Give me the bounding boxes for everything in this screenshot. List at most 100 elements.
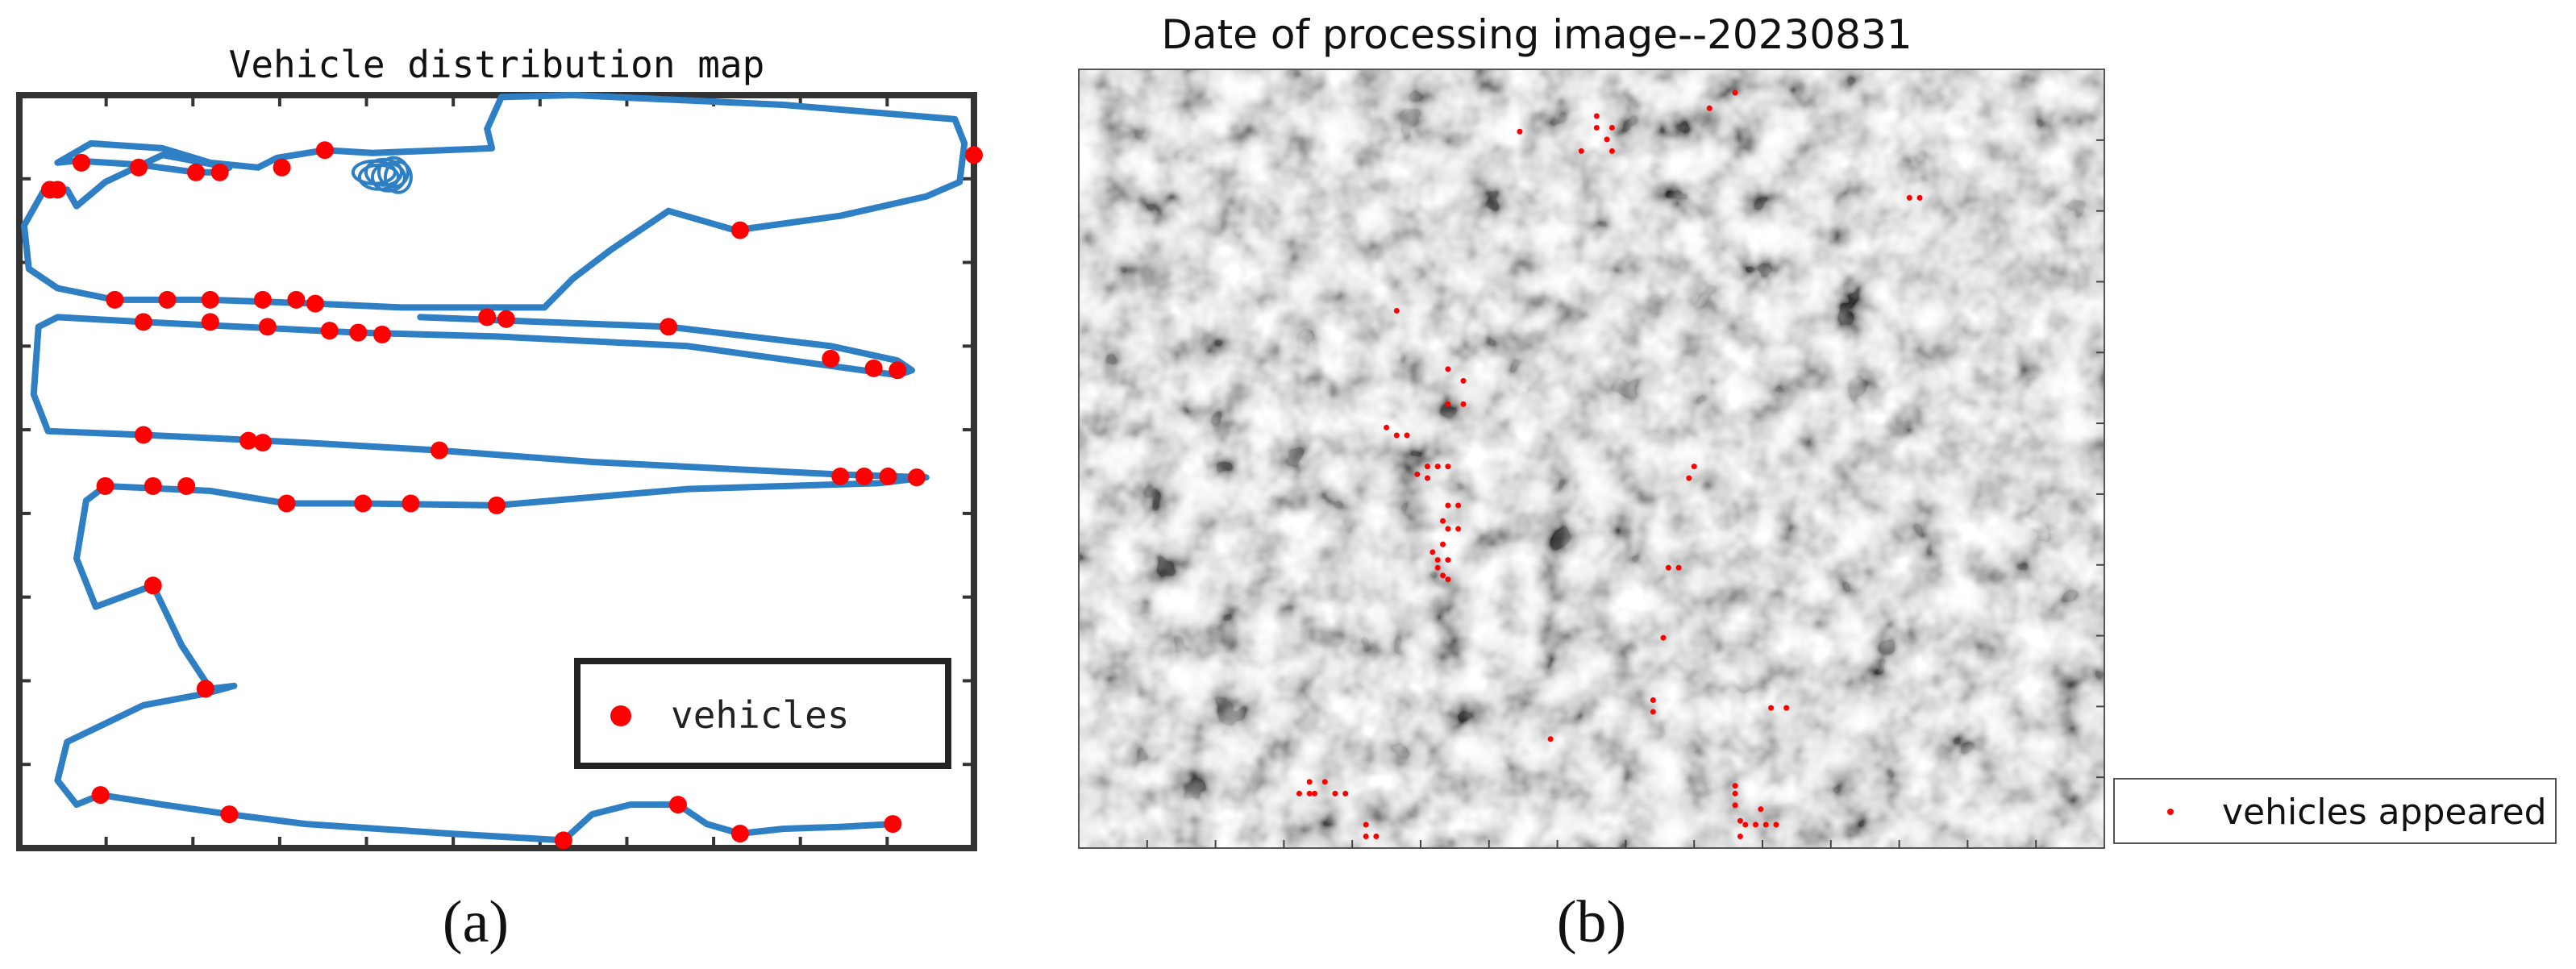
chart-a-vehicle-point	[144, 476, 162, 495]
chart-b-vehicle-point	[1424, 475, 1430, 481]
chart-b-vehicle-point	[1517, 128, 1523, 135]
chart-a-vehicle-point	[201, 313, 219, 331]
chart-b-vehicle-point	[1758, 806, 1764, 813]
chart-b-vehicle-point	[1363, 821, 1369, 828]
chart-a-vehicle-point	[210, 163, 229, 181]
chart-b-vehicle-point	[1404, 432, 1410, 439]
chart-b-vehicle-point	[1440, 541, 1446, 547]
chart-b-plot-frame	[1078, 69, 2105, 849]
chart-b-vehicle-point	[1393, 432, 1400, 439]
chart-a-vehicle-point	[888, 361, 907, 380]
chart-a-trajectory-line	[20, 92, 968, 311]
chart-b-vehicle-point	[1608, 148, 1615, 154]
chart-a-vehicle-point	[554, 831, 572, 850]
chart-b-vehicle-point	[1460, 401, 1467, 407]
chart-b-vehicle-point	[1906, 194, 1912, 201]
chart-b-vehicle-point	[1445, 464, 1451, 470]
chart-b-vehicle-point	[1686, 475, 1692, 481]
chart-b-vehicle-point	[1608, 124, 1615, 131]
chart-b-vehicle-point	[1665, 564, 1671, 571]
chart-b-vehicle-point	[1342, 790, 1349, 796]
chart-a-vehicle-point	[201, 290, 219, 309]
chart-a-vehicle-point	[177, 476, 196, 495]
chart-a-vehicle-point	[187, 163, 206, 181]
chart-a-vehicle-points	[40, 141, 983, 850]
chart-a-vehicle-point	[831, 467, 850, 485]
chart-b-vehicle-point	[1768, 705, 1775, 711]
chart-a-vehicle-point	[488, 496, 506, 514]
chart-a-trajectory-loop	[377, 156, 410, 189]
chart-b-vehicle-point	[1916, 194, 1923, 201]
chart-b-vehicle-point	[1434, 464, 1441, 470]
chart-b-vehicle-point	[1675, 564, 1682, 571]
chart-b-legend: vehicles appeared	[2113, 778, 2557, 844]
chart-b-vehicle-point	[1434, 564, 1441, 571]
chart-b-vehicle-point	[1691, 464, 1697, 470]
chart-a-vehicle-point	[730, 825, 749, 843]
panel-a: Vehicle distribution map vehicles (a)	[16, 43, 983, 955]
chart-a-trajectory-loop	[383, 160, 413, 194]
chart-a-title: Vehicle distribution map	[229, 43, 765, 86]
chart-a-legend-label: vehicles	[671, 693, 850, 737]
chart-b-vehicle-point	[1445, 366, 1451, 372]
chart-b-vehicle-point	[1440, 572, 1446, 579]
chart-b-vehicle-point	[1732, 783, 1738, 789]
chart-a-vehicle-point	[668, 796, 687, 814]
chart-a-ticks	[19, 95, 974, 848]
chart-a-vehicle-point	[253, 290, 272, 309]
chart-b-vehicle-point	[1445, 557, 1451, 564]
chart-a-vehicle-point	[40, 181, 59, 199]
chart-b-vehicle-point	[1306, 779, 1313, 785]
chart-b-vehicle-point	[1706, 105, 1712, 111]
chart-b-vehicle-point	[1762, 821, 1769, 828]
chart-b-legend-box	[2113, 778, 2557, 844]
chart-b-vehicle-point	[1306, 790, 1313, 796]
chart-a-vehicle-point	[220, 805, 239, 824]
chart-b-vehicle-point	[1460, 377, 1467, 384]
chart-b-vehicle-point	[1604, 136, 1610, 143]
chart-a-vehicle-point	[273, 158, 291, 177]
chart-b-caption: (b)	[1557, 889, 1626, 955]
chart-b-vehicle-point	[1384, 424, 1390, 430]
chart-a-vehicle-point	[349, 323, 368, 342]
chart-a-vehicle-point	[134, 426, 152, 444]
chart-a-legend: vehicles	[574, 658, 951, 769]
chart-a-vehicle-point	[196, 680, 214, 698]
chart-a-legend-marker	[610, 705, 631, 726]
chart-a-legend-box	[574, 658, 951, 769]
chart-a-vehicle-point	[660, 318, 678, 336]
chart-b-vehicle-point	[1737, 834, 1743, 840]
chart-b-vehicle-point	[1547, 736, 1554, 742]
chart-b-vehicle-point	[1424, 464, 1430, 470]
chart-b-vehicle-point	[1732, 802, 1738, 809]
chart-a-vehicle-point	[822, 349, 840, 368]
chart-a-vehicle-point	[354, 494, 372, 513]
chart-a-vehicle-point	[130, 158, 148, 177]
chart-a-trajectory-loop	[370, 161, 406, 193]
chart-b-ticks	[1146, 139, 2104, 848]
chart-b-vehicle-point	[1312, 790, 1318, 796]
chart-a-vehicle-point	[134, 313, 152, 331]
chart-b-title: Date of processing image--20230831	[1161, 11, 1912, 58]
chart-b-vehicle-points	[1296, 89, 1923, 840]
chart-a-vehicle-point	[258, 318, 277, 336]
chart-a-vehicle-point	[372, 325, 391, 343]
chart-b-vehicle-point	[1773, 821, 1779, 828]
chart-a-vehicle-point	[730, 221, 749, 239]
chart-b-vehicle-point	[1650, 697, 1656, 703]
chart-b-vehicle-point	[1737, 817, 1743, 824]
chart-a-vehicle-point	[306, 294, 325, 313]
chart-b-vehicle-point	[1732, 790, 1738, 796]
chart-b-vehicle-point	[1332, 790, 1338, 796]
chart-a-vehicle-point	[320, 322, 339, 340]
chart-b-vehicle-point	[1321, 779, 1328, 785]
chart-a-vehicle-point	[879, 467, 897, 485]
chart-b-vehicle-point	[1660, 634, 1667, 641]
chart-b-vehicle-point	[1445, 526, 1451, 532]
chart-b-legend-label: vehicles appeared	[2222, 792, 2547, 833]
chart-a-vehicle-point	[315, 141, 334, 160]
chart-b-heatmap	[1079, 69, 2104, 848]
chart-a-vehicle-point	[253, 434, 272, 452]
chart-b-vehicle-point	[1455, 502, 1462, 509]
chart-a-vehicle-point	[158, 290, 177, 309]
